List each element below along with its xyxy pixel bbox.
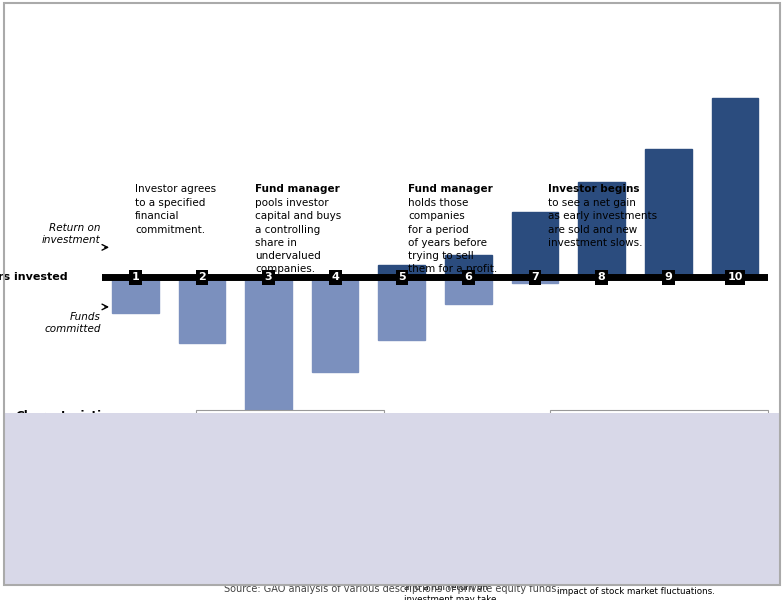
Text: 5: 5 — [398, 272, 405, 282]
Bar — [179, 277, 225, 343]
Text: Lengthy financial commitment: Lengthy financial commitment — [204, 421, 366, 430]
Text: Fund manager: Fund manager — [408, 184, 493, 194]
FancyBboxPatch shape — [550, 410, 768, 577]
Text: pools investor
capital and buys
a controlling
share in
undervalued
companies.: pools investor capital and buys a contro… — [255, 198, 342, 274]
Text: Funds
committed: Funds committed — [44, 313, 100, 334]
Text: 8: 8 — [598, 272, 605, 282]
Text: 10: 10 — [728, 272, 742, 282]
Text: The long-term nature of
private equity investments
requires lengthy financial
co: The long-term nature of private equity i… — [16, 461, 140, 551]
Text: to see a net gain
as early investments
are sold and new
investment slows.: to see a net gain as early investments a… — [549, 198, 658, 248]
Text: Years invested: Years invested — [0, 272, 67, 282]
FancyBboxPatch shape — [196, 410, 384, 577]
Bar — [512, 212, 558, 277]
Text: Return on
investment: Return on investment — [42, 223, 100, 245]
Bar — [112, 277, 158, 313]
Text: Investor agrees: Investor agrees — [135, 184, 216, 194]
Text: holds those
companies
for a period
of years before
trying to sell
them for a pro: holds those companies for a period of ye… — [408, 198, 498, 274]
Text: Because buying and
selling companies
takes time, investors
generally do not see
: Because buying and selling companies tak… — [404, 515, 496, 600]
Bar — [245, 277, 292, 411]
Text: 7: 7 — [532, 272, 539, 282]
Bar — [512, 277, 558, 283]
Text: Long wait for
investment returns: Long wait for investment returns — [404, 463, 506, 484]
Text: Characteristics
of private equity funds: Characteristics of private equity funds — [16, 410, 168, 439]
Bar — [445, 277, 492, 304]
Text: 6: 6 — [464, 272, 473, 282]
Text: Source: GAO analysis of various descriptions of private equity funds.: Source: GAO analysis of various descript… — [224, 584, 560, 594]
Bar — [645, 149, 691, 277]
Text: 3: 3 — [265, 272, 272, 282]
Text: 4: 4 — [331, 272, 339, 282]
Text: 9: 9 — [664, 272, 673, 282]
Text: Investor begins: Investor begins — [549, 184, 640, 194]
Bar — [379, 265, 425, 277]
Text: Fund manager: Fund manager — [255, 184, 340, 194]
Bar — [312, 277, 358, 373]
Bar — [579, 182, 625, 277]
FancyBboxPatch shape — [396, 453, 538, 577]
Bar — [445, 255, 492, 277]
Text: 1: 1 — [132, 272, 139, 282]
Text: to a specified
financial
commitment.: to a specified financial commitment. — [135, 198, 205, 235]
Text: 2: 2 — [198, 272, 205, 282]
Bar — [712, 98, 758, 277]
Text: Investment in multiple funds
over time is common: Investment in multiple funds over time i… — [557, 421, 712, 441]
Bar — [379, 277, 425, 340]
Text: Private equity investors agree to
provide a specified amount of
capital when the: Private equity investors agree to provid… — [204, 448, 354, 571]
Text: A private equity fund that invests
in companies during years when
stock prices a: A private equity fund that invests in co… — [557, 472, 716, 596]
